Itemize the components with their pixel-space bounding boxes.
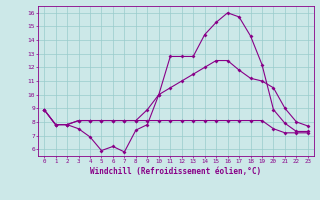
X-axis label: Windchill (Refroidissement éolien,°C): Windchill (Refroidissement éolien,°C)	[91, 167, 261, 176]
